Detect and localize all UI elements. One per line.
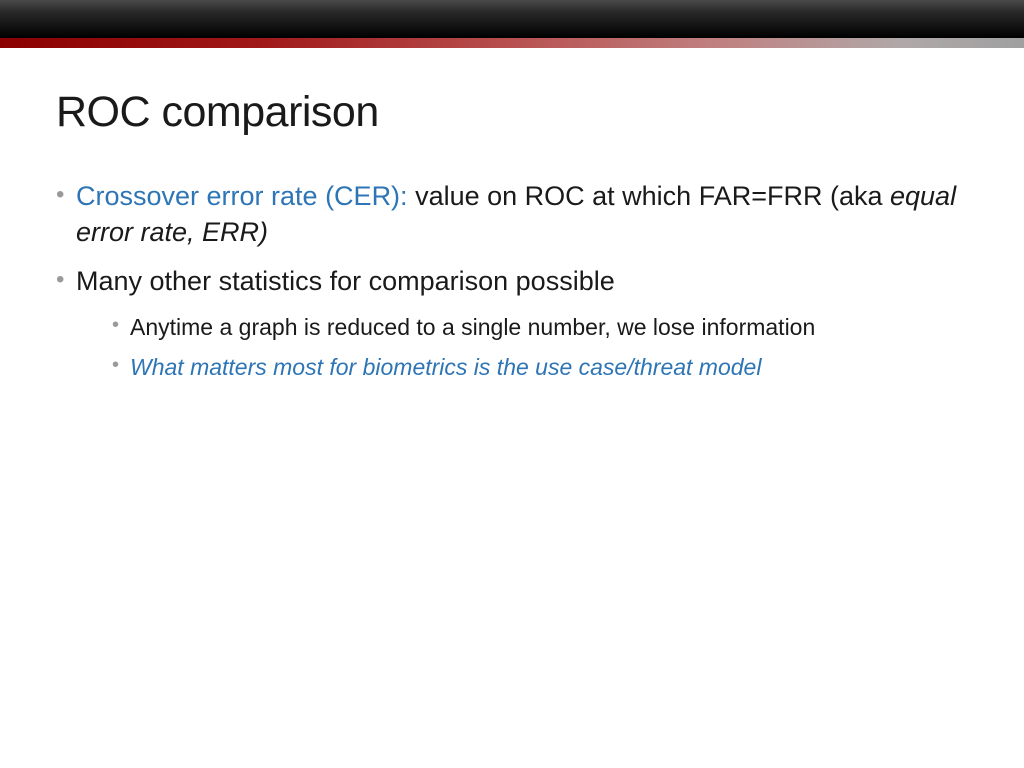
sub-bullet-text: What matters most for biometrics is the …: [130, 354, 761, 380]
bullet-list: Crossover error rate (CER): value on ROC…: [56, 179, 968, 383]
bullet-text: Many other statistics for comparison pos…: [76, 266, 615, 296]
slide-title: ROC comparison: [56, 88, 968, 137]
bullet-item: Many other statistics for comparison pos…: [56, 264, 968, 382]
slide-red-strip: [0, 38, 1024, 48]
sub-bullet-item: Anytime a graph is reduced to a single n…: [112, 312, 968, 342]
bullet-lead-text: Crossover error rate (CER):: [76, 181, 415, 211]
sub-bullet-item: What matters most for biometrics is the …: [112, 352, 968, 382]
sub-bullet-list: Anytime a graph is reduced to a single n…: [76, 312, 968, 383]
sub-bullet-text: Anytime a graph is reduced to a single n…: [130, 314, 815, 340]
bullet-body-prefix: value on ROC at which FAR=FRR (aka: [415, 181, 890, 211]
bullet-item: Crossover error rate (CER): value on ROC…: [56, 179, 968, 250]
slide-top-bar: [0, 0, 1024, 38]
slide-content: ROC comparison Crossover error rate (CER…: [0, 48, 1024, 383]
